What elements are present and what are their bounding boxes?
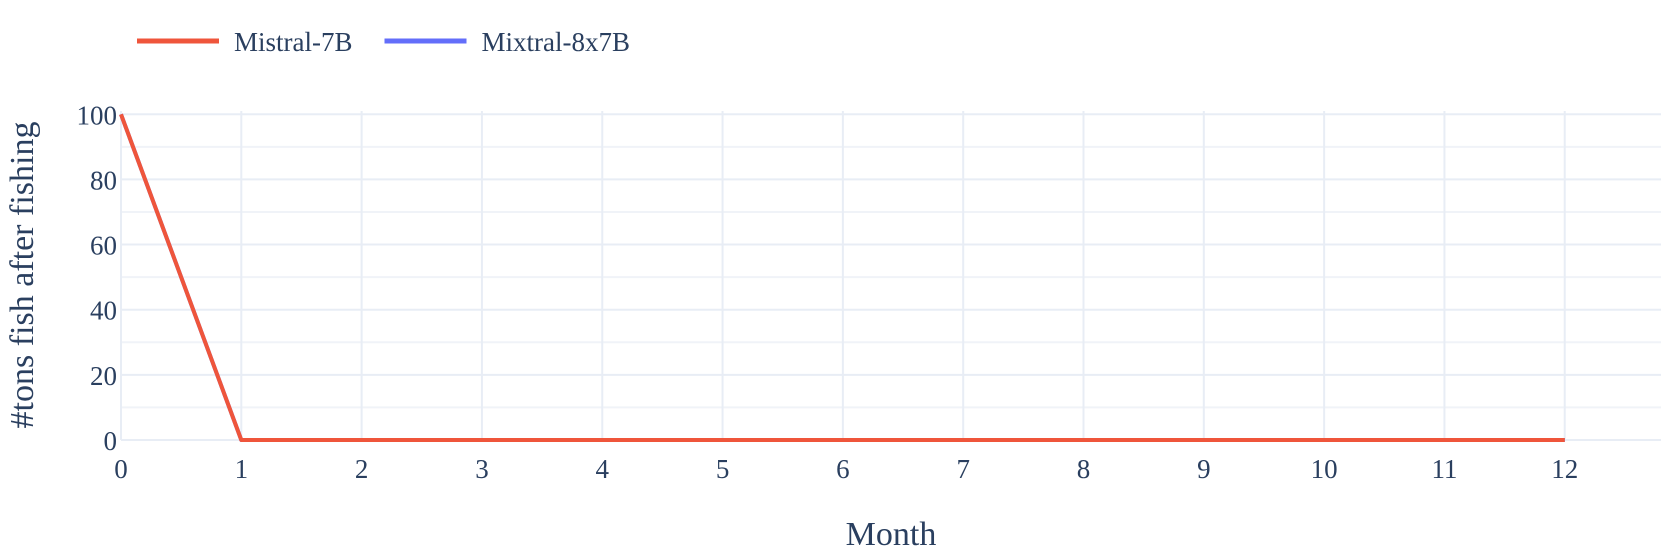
legend-label: Mixtral-8x7B bbox=[482, 27, 631, 57]
x-tick-label: 10 bbox=[1311, 454, 1338, 484]
x-tick-label: 9 bbox=[1197, 454, 1211, 484]
y-axis-title: #tons fish after fishing bbox=[4, 122, 41, 429]
legend-item[interactable]: Mistral-7B bbox=[137, 27, 353, 57]
x-tick-label: 12 bbox=[1551, 454, 1578, 484]
legend-item[interactable]: Mixtral-8x7B bbox=[384, 27, 631, 57]
plot-area[interactable] bbox=[119, 113, 1565, 442]
x-tick-label: 8 bbox=[1077, 454, 1091, 484]
x-tick-label: 1 bbox=[235, 454, 249, 484]
y-tick-label: 0 bbox=[104, 426, 118, 456]
x-tick-label: 6 bbox=[836, 454, 850, 484]
x-tick-label: 5 bbox=[716, 454, 730, 484]
x-tick-label: 0 bbox=[114, 454, 128, 484]
x-axis-title: Month bbox=[846, 516, 937, 553]
legend-label: Mistral-7B bbox=[234, 27, 353, 57]
x-tick-label: 3 bbox=[475, 454, 489, 484]
x-axis: 0 1 2 3 4 5 6 7 8 9 10 11 12 bbox=[114, 454, 1578, 484]
y-tick-label: 60 bbox=[90, 231, 117, 261]
x-tick-label: 2 bbox=[355, 454, 369, 484]
legend[interactable]: Mistral-7B Mixtral-8x7B bbox=[137, 27, 630, 57]
y-axis: 0 20 40 60 80 100 bbox=[77, 100, 118, 456]
series-line-mistral-7b[interactable] bbox=[119, 113, 1565, 442]
x-tick-label: 11 bbox=[1431, 454, 1457, 484]
y-tick-label: 20 bbox=[90, 361, 117, 391]
y-tick-label: 80 bbox=[90, 165, 117, 195]
x-tick-label: 7 bbox=[956, 454, 970, 484]
y-tick-label: 40 bbox=[90, 296, 117, 326]
y-tick-label: 100 bbox=[77, 100, 118, 130]
x-tick-label: 4 bbox=[596, 454, 610, 484]
grid bbox=[120, 111, 1661, 441]
